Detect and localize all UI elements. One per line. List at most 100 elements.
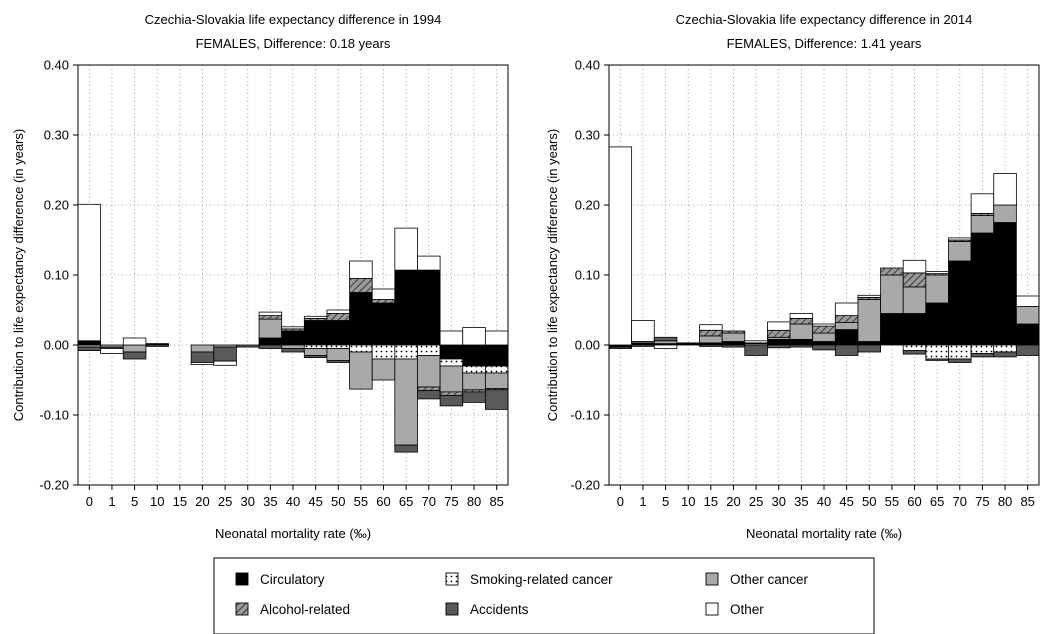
bar-segment-alc	[834, 315, 859, 324]
x-tick-label: 85	[489, 494, 503, 509]
x-tick-label: 45	[839, 494, 853, 509]
x-tick-label: 5	[662, 494, 669, 509]
bar-segment-acc	[281, 348, 305, 353]
bar-segment-acc	[77, 346, 102, 352]
x-tick-label: 75	[444, 494, 458, 509]
bar-segment-acc	[834, 344, 859, 356]
bar-segment-circ	[1015, 323, 1040, 346]
bar-segment-smok	[417, 344, 441, 356]
bar-segment-other	[744, 340, 768, 344]
x-tick-label: 25	[218, 494, 232, 509]
legend-label-other: Other	[730, 602, 764, 617]
legend-swatch-alc	[235, 602, 249, 616]
y-axis-label: Contribution to life expectancy differen…	[545, 129, 560, 421]
legend-swatch-acc	[445, 602, 459, 616]
bar-segment-acc	[676, 342, 700, 344]
bar-segment-acc	[258, 344, 283, 349]
bar-segment-other-cancer	[970, 215, 995, 234]
x-tick-label: 25	[749, 494, 763, 509]
bar-segment-other-cancer	[925, 274, 949, 304]
y-tick-label: 0.40	[44, 58, 69, 73]
bar-segment-circ	[349, 292, 373, 346]
bar-segment-circ	[77, 341, 102, 346]
bar-segment-other-cancer	[281, 344, 305, 349]
bar-segment-acc	[462, 391, 486, 403]
panel-title-line2: FEMALES, Difference: 0.18 years	[196, 36, 391, 51]
y-tick-label: -0.20	[39, 478, 69, 493]
bar-segment-smok	[394, 344, 418, 360]
panel-2014: Czechia-Slovakia life expectancy differe…	[545, 12, 1040, 541]
x-tick-label: 35	[794, 494, 808, 509]
x-tick-label: 1	[639, 494, 646, 509]
y-tick-label: -0.10	[570, 408, 600, 423]
bar-segment-alc	[721, 330, 746, 334]
bar-segment-smok	[902, 344, 927, 351]
bar-segment-smok	[439, 358, 464, 367]
bar-segment-smok	[462, 365, 486, 374]
x-tick-label: 15	[704, 494, 718, 509]
bar-segment-other-cancer	[880, 274, 904, 314]
y-tick-label: 0.30	[575, 128, 600, 143]
bar-segment-other	[631, 320, 655, 342]
bar-segment-other-cancer	[122, 344, 147, 353]
panel-title-line1: Czechia-Slovakia life expectancy differe…	[676, 12, 973, 27]
legend-swatch-other	[705, 602, 719, 616]
y-tick-label: 0.10	[575, 268, 600, 283]
bar-segment-alc	[349, 278, 373, 293]
bar-segment-acc	[394, 444, 418, 453]
bar-segment-other-cancer	[371, 358, 396, 381]
bar-segment-circ	[258, 337, 283, 346]
bar-segment-alc	[699, 329, 723, 337]
bar-segment-circ	[417, 269, 441, 346]
bar-segment-alc	[902, 272, 927, 288]
bar-segment-other	[484, 330, 509, 346]
panel-1994: Czechia-Slovakia life expectancy differe…	[11, 12, 509, 541]
bar-segment-other	[190, 362, 215, 365]
y-tick-label: 0.10	[44, 268, 69, 283]
bar-segment-other	[122, 337, 147, 346]
bar-segment-acc	[1015, 344, 1040, 356]
legend: Circulatory Smoking-related cancer Other c…	[213, 557, 875, 634]
bar-segment-other	[948, 237, 972, 241]
legend-swatch-smok	[445, 572, 459, 586]
bar-segment-other	[326, 309, 350, 314]
bar-segment-other	[213, 360, 237, 366]
y-tick-label: 0.20	[44, 198, 69, 213]
y-ticks: -0.20 -0.10 0.00 0.10 0.20 0.30 0.40	[570, 58, 609, 493]
bar-segment-alc	[371, 299, 396, 304]
x-tick-label: 5	[131, 494, 138, 509]
bar-segment-other	[394, 227, 418, 271]
bar-segment-alc	[789, 317, 814, 325]
bar-segment-other-cancer	[349, 351, 373, 390]
bar-segment-alc	[439, 391, 464, 396]
bar-segment-other	[812, 323, 836, 327]
bar-segment-other	[303, 315, 328, 319]
legend-label-other-cancer: Other cancer	[730, 572, 809, 587]
x-tick-label: 85	[1020, 494, 1034, 509]
bar-segment-other	[970, 193, 995, 214]
bar-segment-other	[789, 313, 814, 319]
bar-segment-other	[258, 311, 283, 317]
bar-segment-acc	[326, 359, 350, 363]
bar-segment-other-cancer	[439, 365, 464, 393]
x-tick-label: 0	[86, 494, 93, 509]
x-axis-label: Neonatal mortality rate (‰)	[215, 526, 371, 541]
panel-title-line1: Czechia-Slovakia life expectancy differe…	[145, 12, 442, 27]
bar-segment-circ	[326, 320, 350, 346]
bar-segment-other-cancer	[834, 322, 859, 331]
bar-segment-circ	[970, 232, 995, 346]
bar-segment-other-cancer	[948, 240, 972, 262]
x-tick-label: 70	[953, 494, 967, 509]
bar-segment-circ	[462, 344, 486, 367]
bar-segment-circ	[812, 341, 836, 346]
x-axis-label: Neonatal mortality rate (‰)	[746, 526, 902, 541]
x-tick-label: 10	[681, 494, 695, 509]
bar-segment-acc	[484, 389, 509, 410]
bar-segment-acc	[993, 351, 1017, 358]
bar-segment-acc	[653, 336, 678, 342]
bar-segment-acc	[122, 351, 147, 360]
bar-segment-acc	[970, 352, 995, 358]
bar-segment-circ	[721, 341, 746, 346]
bars	[608, 146, 1040, 363]
bar-segment-other	[77, 203, 102, 342]
